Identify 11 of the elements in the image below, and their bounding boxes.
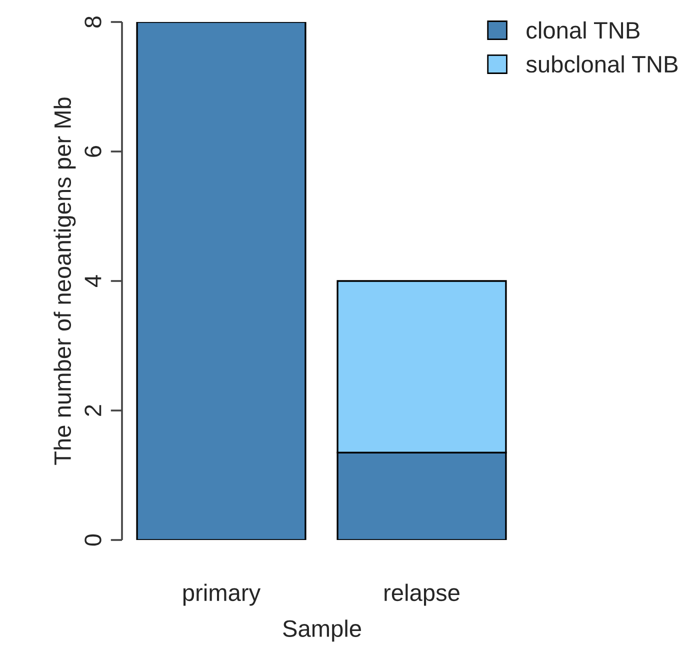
x-tick-label: primary — [183, 584, 261, 606]
y-tick-label: 0 — [84, 534, 102, 546]
y-tick-label: 8 — [84, 16, 102, 28]
y-tick-label: 6 — [84, 146, 102, 157]
y-tick-label: 2 — [84, 405, 102, 416]
legend-label: subclonal TNB — [526, 55, 678, 73]
y-tick-label: 4 — [84, 275, 102, 288]
y-axis-title: The number of neoantigens per Mb — [54, 98, 76, 465]
x-axis-title: Sample — [283, 620, 361, 642]
x-tick-label: relapse — [384, 584, 460, 606]
legend-label: clonal TNB — [526, 21, 640, 39]
